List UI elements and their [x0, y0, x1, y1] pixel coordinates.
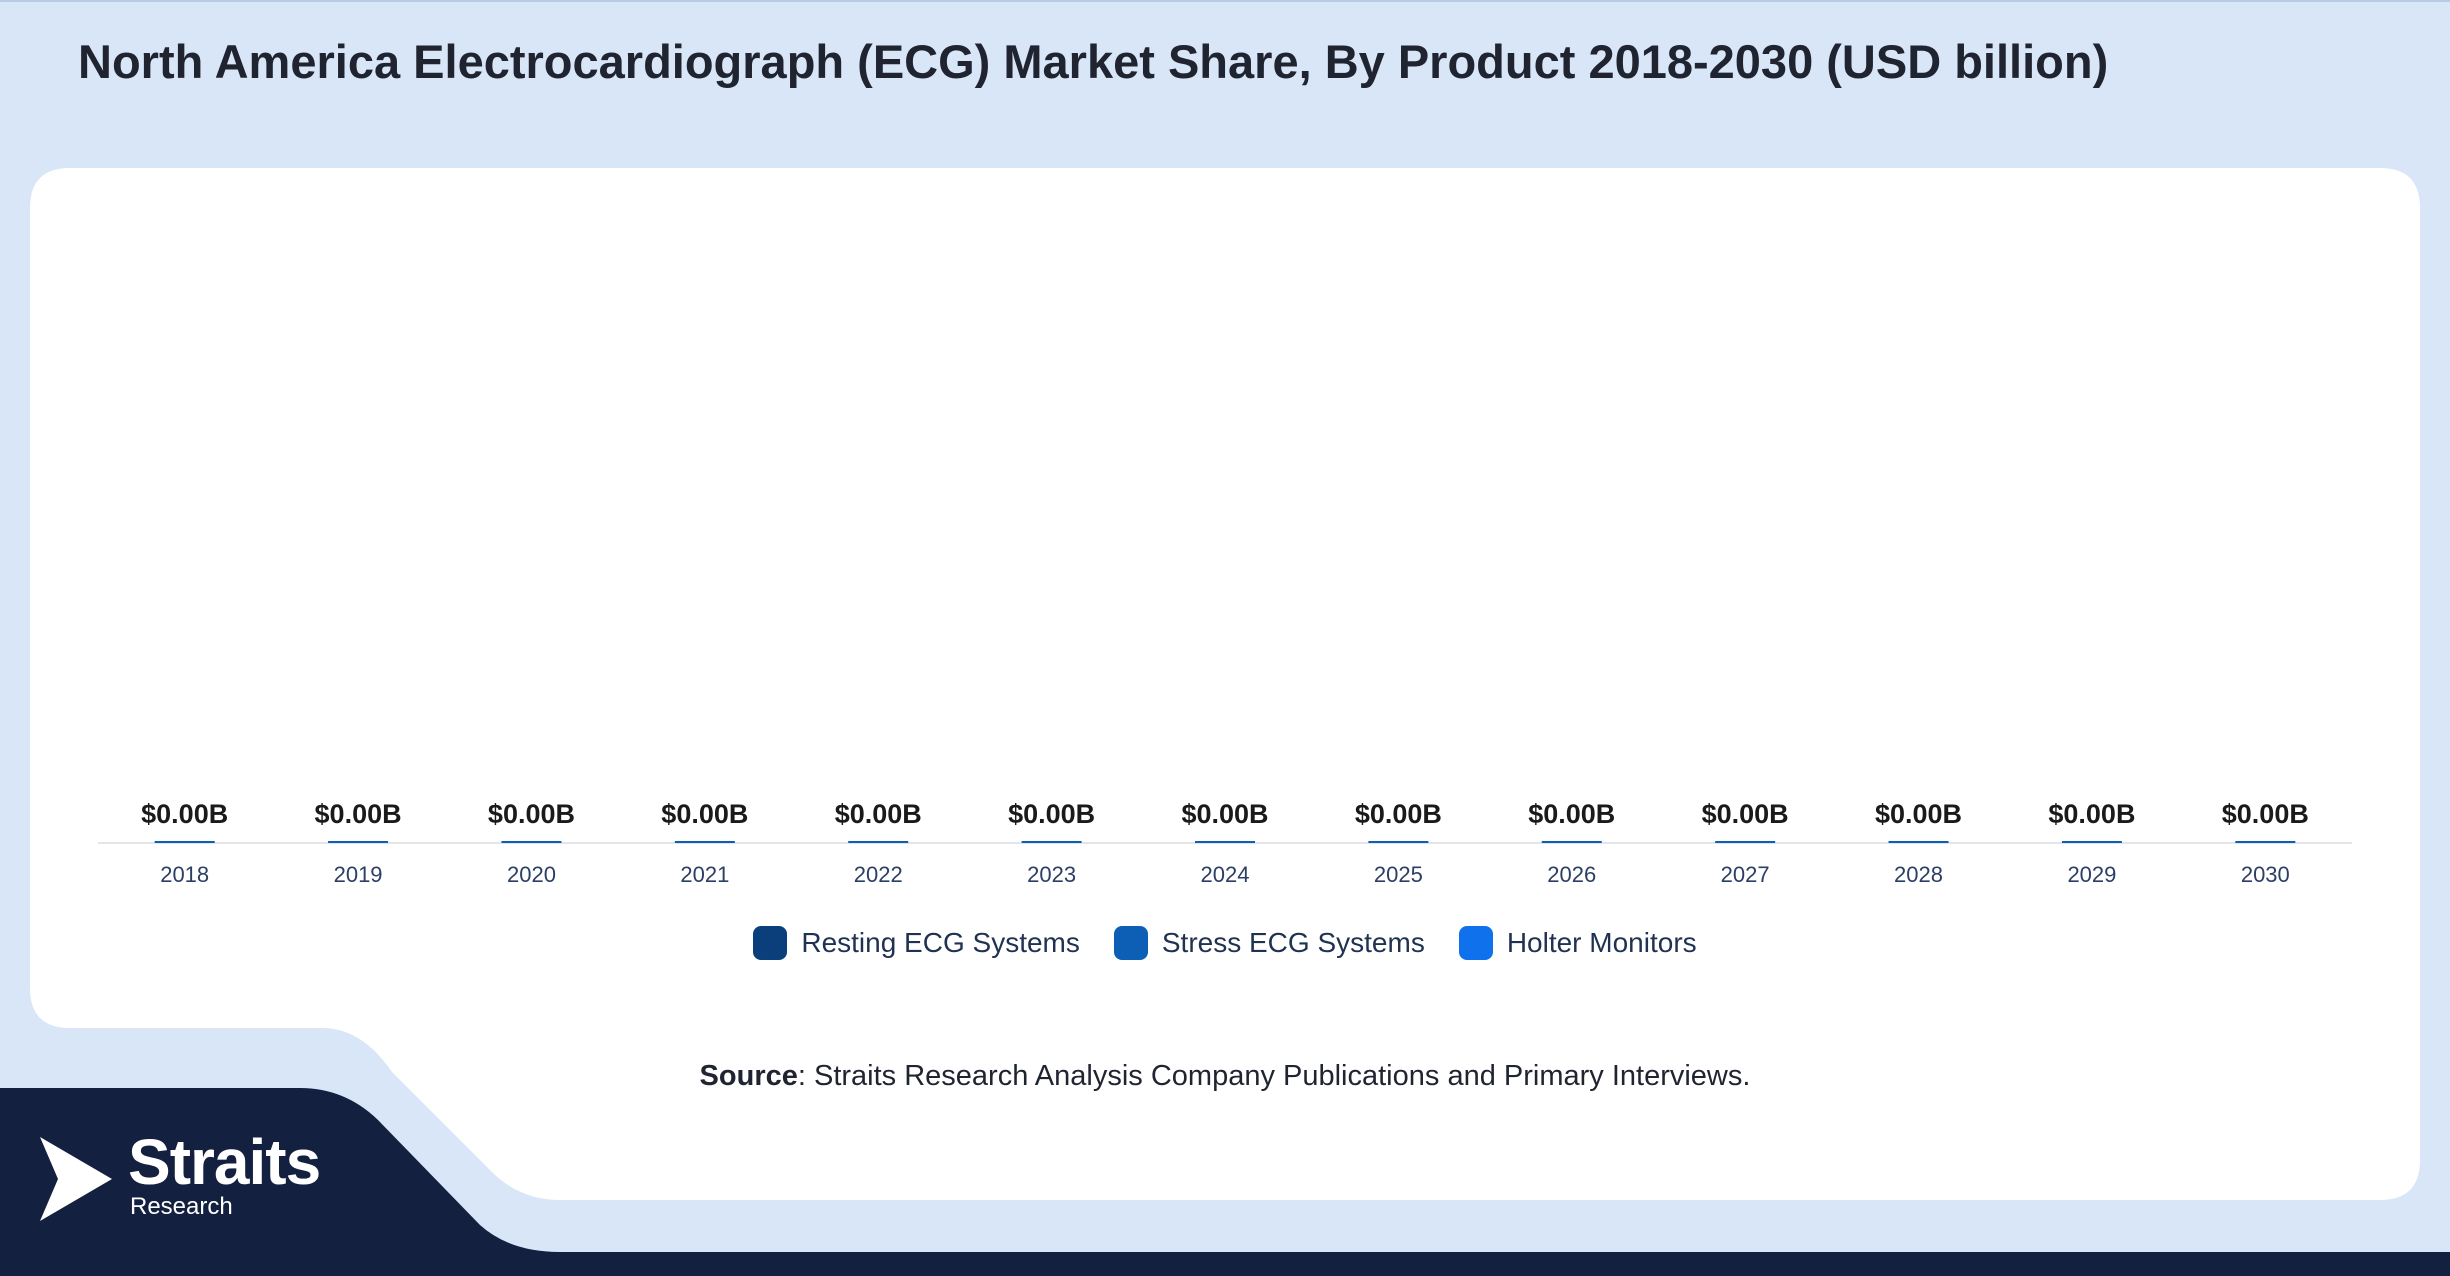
- value-label: $0.00B: [488, 799, 575, 829]
- straits-research-logo: Straits Research: [36, 1125, 356, 1235]
- x-tick-label: 2020: [507, 862, 556, 887]
- x-tick-label: 2021: [680, 862, 729, 887]
- value-label: $0.00B: [1702, 799, 1789, 829]
- value-label: $0.00B: [1181, 799, 1268, 829]
- legend-swatch-stress: [1113, 926, 1148, 960]
- bar-baseline-marker: [501, 841, 562, 843]
- bars-layer: [154, 841, 2296, 843]
- bar-baseline-marker: [1368, 841, 1429, 843]
- legend-label-resting: Resting ECG Systems: [801, 927, 1080, 958]
- bar-baseline-marker: [1888, 841, 1949, 843]
- x-tick-label: 2025: [1374, 862, 1423, 887]
- legend-item-stress[interactable]: Stress ECG Systems: [1113, 926, 1425, 960]
- value-label: $0.00B: [1008, 799, 1095, 829]
- bar-baseline-marker: [1715, 841, 1776, 843]
- bar-baseline-marker: [1541, 841, 1602, 843]
- logo-arrow-icon: [40, 1137, 112, 1221]
- source-label: Source: [699, 1060, 798, 1092]
- bar-baseline-marker: [2235, 841, 2296, 843]
- x-tick-label: 2024: [1201, 862, 1250, 887]
- legend-swatch-holter: [1458, 926, 1493, 960]
- bar-baseline-marker: [328, 841, 389, 843]
- bar-baseline-marker: [1021, 841, 1082, 843]
- x-tick-label: 2023: [1027, 862, 1076, 887]
- legend-item-holter[interactable]: Holter Monitors: [1458, 926, 1697, 960]
- value-label: $0.00B: [2222, 799, 2309, 829]
- chart-card: [30, 168, 2420, 1200]
- x-tick-label: 2019: [334, 862, 383, 887]
- x-tick-label: 2030: [2241, 862, 2290, 887]
- x-tick-label: 2018: [160, 862, 209, 887]
- chart-legend: Resting ECG Systems Stress ECG Systems H…: [0, 924, 2450, 962]
- bar-baseline-marker: [2061, 841, 2122, 843]
- source-text: : Straits Research Analysis Company Publ…: [797, 1060, 1751, 1092]
- navy-footer-band: [0, 1252, 2450, 1276]
- value-label: $0.00B: [2048, 799, 2135, 829]
- value-label: $0.00B: [315, 799, 402, 829]
- logo-subtitle: Research: [130, 1193, 233, 1220]
- logo-wordmark: Straits: [128, 1126, 321, 1198]
- bar-baseline-marker: [848, 841, 909, 843]
- labels-layer: $0.00B 2018 $0.00B 2019 $0.00B 2020 $0.00B 2021…: [141, 799, 2309, 887]
- value-label: $0.00B: [141, 799, 228, 829]
- value-label: $0.00B: [835, 799, 922, 829]
- bar-baseline-marker: [1195, 841, 1255, 843]
- bar-baseline-marker: [154, 841, 215, 843]
- x-tick-label: 2026: [1547, 862, 1596, 887]
- legend-label-holter: Holter Monitors: [1506, 927, 1697, 958]
- value-label: $0.00B: [661, 799, 748, 829]
- value-label: $0.00B: [1875, 799, 1962, 829]
- x-tick-label: 2029: [2067, 862, 2116, 887]
- legend-swatch-resting: [753, 926, 788, 960]
- bar-baseline-marker: [674, 841, 735, 843]
- x-tick-label: 2027: [1721, 862, 1770, 887]
- navy-logo-panel: [0, 1088, 560, 1252]
- x-tick-label: 2028: [1894, 862, 1943, 887]
- page-title: North America Electrocardiograph (ECG) M…: [78, 35, 2109, 88]
- value-label: $0.00B: [1528, 799, 1615, 829]
- top-rule: [0, 0, 2450, 2]
- x-tick-label: 2022: [854, 862, 903, 887]
- source-note: Source: Straits Research Analysis Compan…: [0, 1060, 2450, 1093]
- value-label: $0.00B: [1355, 799, 1442, 829]
- legend-label-stress: Stress ECG Systems: [1161, 927, 1425, 958]
- legend-item-resting[interactable]: Resting ECG Systems: [753, 926, 1080, 960]
